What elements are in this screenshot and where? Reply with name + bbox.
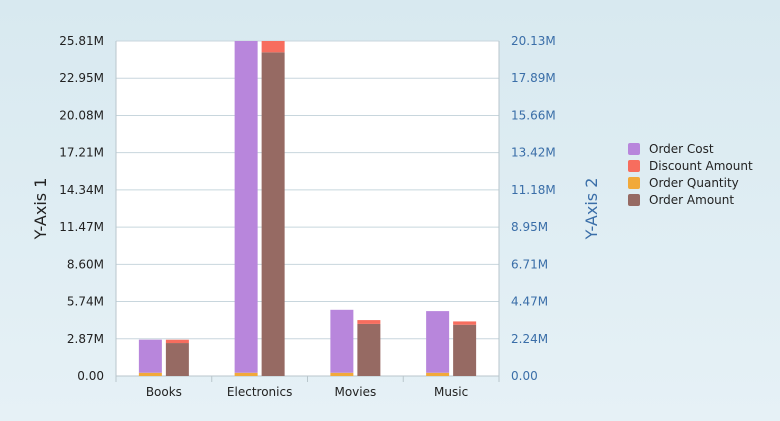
bar-order-quantity-movies[interactable] (330, 372, 354, 376)
legend-label: Order Quantity (649, 175, 739, 190)
legend-label: Discount Amount (649, 158, 753, 173)
bar-order-cost-movies[interactable] (330, 309, 354, 373)
legend-item-discount-amount[interactable]: Discount Amount (628, 157, 753, 174)
y-axis-2-tick-label: 17.89M (511, 71, 556, 85)
chart-legend: Order Cost Discount Amount Order Quantity O… (628, 140, 753, 208)
legend-item-order-quantity[interactable]: Order Quantity (628, 174, 753, 191)
x-axis-tick-label: Electronics (227, 385, 292, 399)
bar-discount-amount-books[interactable] (165, 339, 189, 344)
y-axis-1-tick-label: 17.21M (59, 146, 104, 160)
bar-order-amount-books[interactable] (165, 343, 189, 376)
y-axis-1-tick-label: 2.87M (67, 332, 104, 346)
legend-swatch (628, 142, 640, 155)
legend-label: Order Cost (649, 141, 714, 156)
bar-discount-amount-movies[interactable] (357, 320, 381, 324)
y-axis-1-tick-label: 0.00 (77, 369, 104, 383)
y-axis-2-tick-label: 15.66M (511, 108, 556, 122)
legend-item-order-amount[interactable]: Order Amount (628, 191, 753, 208)
y-axis-1-title: Y-Axis 1 (31, 178, 50, 241)
bar-order-quantity-books[interactable] (138, 372, 162, 376)
bar-order-amount-electronics[interactable] (261, 52, 285, 377)
bar-discount-amount-music[interactable] (453, 321, 477, 325)
bar-order-quantity-electronics[interactable] (234, 372, 258, 376)
x-axis-tick-label: Movies (334, 385, 376, 399)
y-axis-1-tick-label: 20.08M (59, 108, 104, 122)
y-axis-2-tick-label: 6.71M (511, 257, 548, 271)
bar-order-cost-books[interactable] (138, 339, 162, 373)
bar-order-amount-music[interactable] (453, 324, 477, 376)
bar-order-amount-movies[interactable] (357, 323, 381, 376)
bar-order-quantity-music[interactable] (426, 372, 450, 376)
legend-item-order-cost[interactable]: Order Cost (628, 140, 753, 157)
x-axis-tick-label: Music (434, 385, 468, 399)
y-axis-2-title: Y-Axis 2 (582, 178, 601, 241)
bar-order-cost-electronics[interactable] (234, 41, 258, 373)
y-axis-1-tick-label: 5.74M (67, 295, 104, 309)
y-axis-2-tick-label: 0.00 (511, 369, 538, 383)
y-axis-1-tick-label: 8.60M (67, 257, 104, 271)
bar-order-cost-music[interactable] (426, 311, 450, 373)
y-axis-2-tick-label: 2.24M (511, 332, 548, 346)
legend-swatch (628, 193, 640, 206)
legend-swatch (628, 159, 640, 172)
y-axis-2-tick-label: 8.95M (511, 220, 548, 234)
y-axis-1-tick-label: 22.95M (59, 71, 104, 85)
y-axis-2-tick-label: 13.42M (511, 146, 556, 160)
y-axis-1-tick-label: 25.81M (59, 34, 104, 48)
y-axis-2-tick-label: 11.18M (511, 183, 556, 197)
y-axis-2-tick-label: 4.47M (511, 295, 548, 309)
y-axis-1-tick-label: 11.47M (59, 220, 104, 234)
y-axis-2-tick-label: 20.13M (511, 34, 556, 48)
legend-label: Order Amount (649, 192, 735, 207)
legend-swatch (628, 176, 640, 189)
bar-discount-amount-electronics[interactable] (261, 41, 285, 53)
x-axis-tick-label: Books (146, 385, 182, 399)
y-axis-1-tick-label: 14.34M (59, 183, 104, 197)
